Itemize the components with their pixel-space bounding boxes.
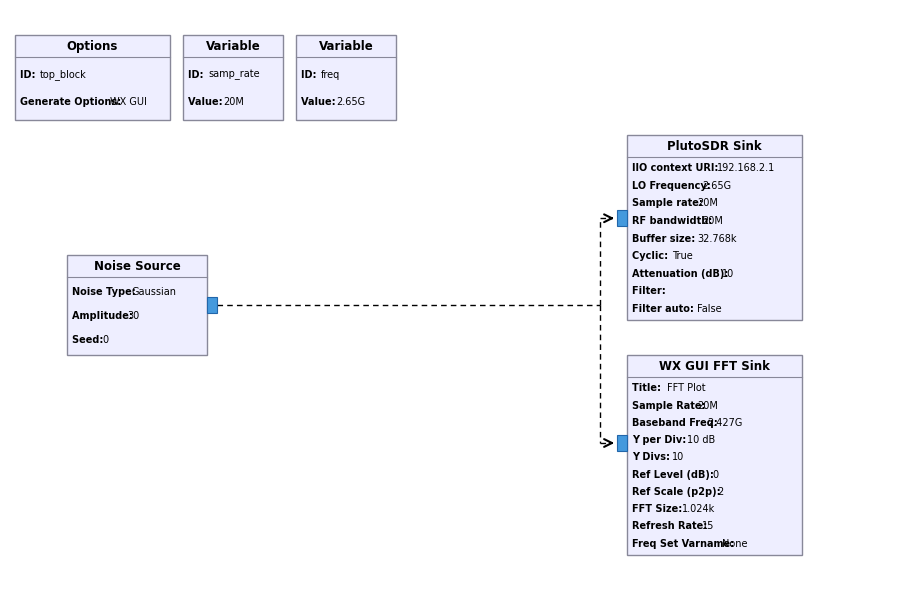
Text: Noise Type:: Noise Type:: [72, 287, 139, 297]
Text: Value:: Value:: [301, 97, 338, 107]
Text: Attenuation (dB):: Attenuation (dB):: [631, 268, 731, 278]
Text: Variable: Variable: [206, 40, 260, 53]
Text: 2: 2: [716, 487, 722, 497]
Text: True: True: [671, 251, 692, 261]
Text: None: None: [721, 539, 746, 549]
Text: 10: 10: [721, 268, 733, 278]
Text: 32.768k: 32.768k: [697, 234, 736, 244]
Text: 2.427G: 2.427G: [706, 418, 742, 428]
Text: 0: 0: [102, 335, 108, 345]
Text: 2.65G: 2.65G: [335, 97, 365, 107]
Text: top_block: top_block: [40, 70, 86, 80]
Text: 192.168.2.1: 192.168.2.1: [716, 163, 775, 173]
Bar: [617, 210, 627, 226]
Text: 20M: 20M: [222, 97, 244, 107]
Text: 10 dB: 10 dB: [686, 435, 714, 445]
Bar: [67, 255, 207, 355]
Text: LO Frequency:: LO Frequency:: [631, 181, 713, 191]
Text: Seed:: Seed:: [72, 335, 107, 345]
Text: Options: Options: [67, 40, 118, 53]
Text: Ref Level (dB):: Ref Level (dB):: [631, 470, 717, 480]
Text: Ref Scale (p2p):: Ref Scale (p2p):: [631, 487, 723, 497]
Text: Variable: Variable: [318, 40, 373, 53]
Text: WX GUI: WX GUI: [110, 97, 147, 107]
Text: ID:: ID:: [20, 70, 39, 80]
Bar: [627, 135, 801, 320]
Bar: [15, 35, 170, 120]
Text: Buffer size:: Buffer size:: [631, 234, 698, 244]
Text: Value:: Value:: [187, 97, 226, 107]
Text: 10: 10: [671, 453, 684, 463]
Text: 1.024k: 1.024k: [681, 504, 714, 514]
Text: Amplitude:: Amplitude:: [72, 311, 136, 321]
Bar: [296, 35, 395, 120]
Text: samp_rate: samp_rate: [208, 70, 259, 80]
Text: 2.65G: 2.65G: [701, 181, 731, 191]
Text: Freq Set Varname:: Freq Set Varname:: [631, 539, 737, 549]
Text: 20M: 20M: [697, 198, 717, 208]
Text: Y per Div:: Y per Div:: [631, 435, 689, 445]
Text: False: False: [697, 304, 720, 314]
Text: Title:: Title:: [631, 384, 664, 393]
Bar: [207, 297, 217, 313]
Text: 0: 0: [711, 470, 718, 480]
Text: PlutoSDR Sink: PlutoSDR Sink: [666, 139, 761, 152]
Text: freq: freq: [321, 70, 340, 80]
Bar: [617, 435, 627, 451]
Text: Noise Source: Noise Source: [94, 260, 180, 273]
Bar: [627, 355, 801, 555]
Text: 20M: 20M: [697, 401, 717, 411]
Text: Sample rate:: Sample rate:: [631, 198, 706, 208]
Text: Baseband Freq:: Baseband Freq:: [631, 418, 720, 428]
Text: IIO context URI:: IIO context URI:: [631, 163, 721, 173]
Text: ID:: ID:: [301, 70, 320, 80]
Bar: [183, 35, 283, 120]
Text: RF bandwidth:: RF bandwidth:: [631, 216, 715, 226]
Text: 20M: 20M: [701, 216, 722, 226]
Text: WX GUI FFT Sink: WX GUI FFT Sink: [658, 359, 769, 372]
Text: Y Divs:: Y Divs:: [631, 453, 673, 463]
Text: Filter auto:: Filter auto:: [631, 304, 697, 314]
Text: Filter:: Filter:: [631, 286, 668, 296]
Text: Sample Rate:: Sample Rate:: [631, 401, 709, 411]
Text: FFT Size:: FFT Size:: [631, 504, 685, 514]
Text: 15: 15: [701, 522, 713, 532]
Text: Refresh Rate:: Refresh Rate:: [631, 522, 709, 532]
Text: Cyclic:: Cyclic:: [631, 251, 671, 261]
Text: Gaussian: Gaussian: [131, 287, 176, 297]
Text: Generate Options:: Generate Options:: [20, 97, 124, 107]
Text: 30: 30: [127, 311, 139, 321]
Text: ID:: ID:: [187, 70, 207, 80]
Text: FFT Plot: FFT Plot: [666, 384, 705, 393]
